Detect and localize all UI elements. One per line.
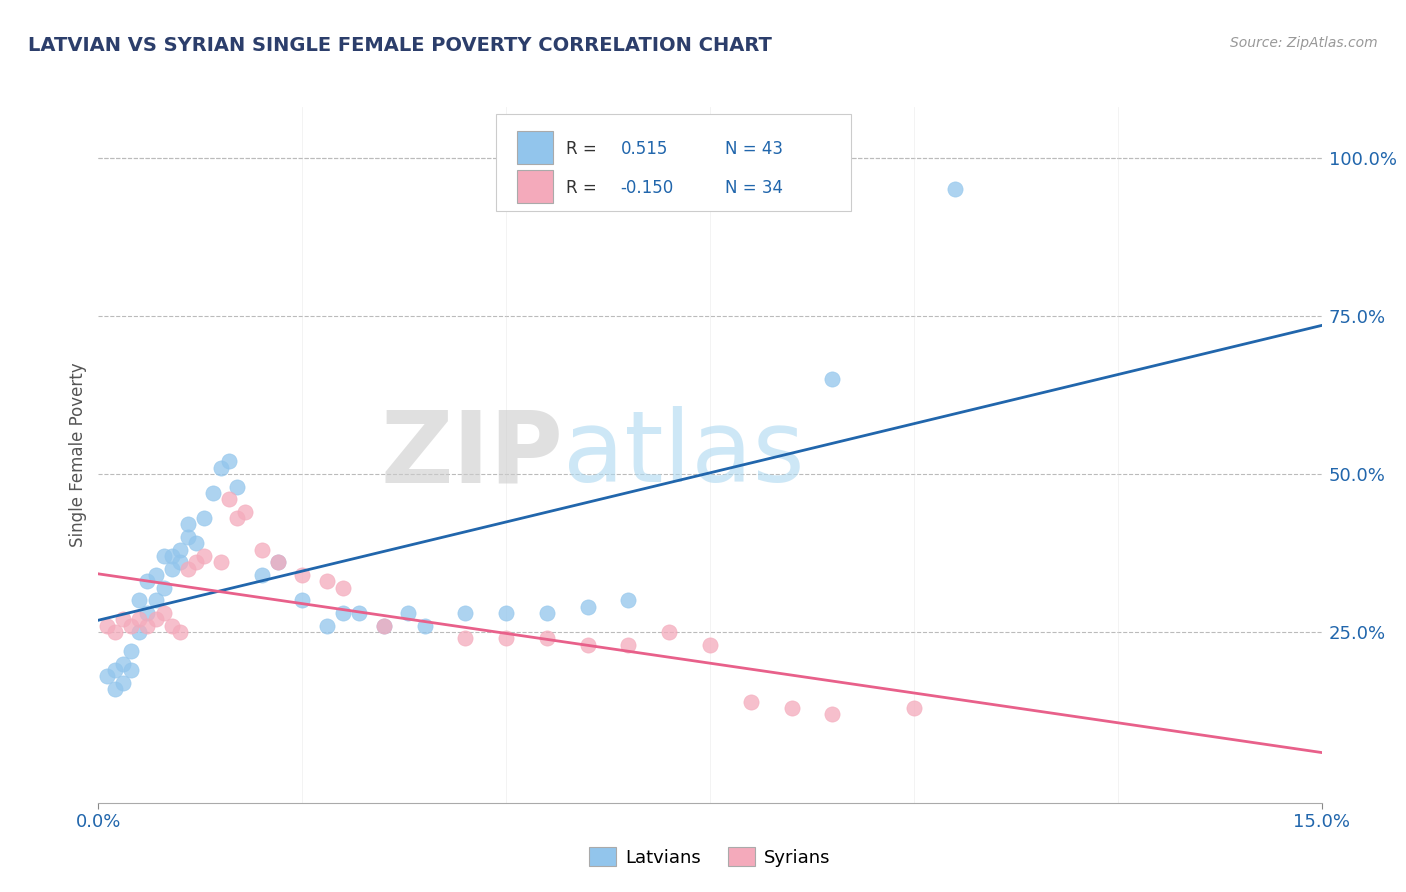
Point bbox=[160, 562, 183, 576]
Point bbox=[267, 556, 290, 570]
Point bbox=[291, 568, 314, 582]
Point bbox=[177, 517, 200, 532]
Point bbox=[128, 625, 150, 640]
Text: LATVIAN VS SYRIAN SINGLE FEMALE POVERTY CORRELATION CHART: LATVIAN VS SYRIAN SINGLE FEMALE POVERTY … bbox=[28, 36, 772, 54]
Point bbox=[576, 599, 599, 614]
Point bbox=[315, 618, 337, 632]
FancyBboxPatch shape bbox=[517, 169, 554, 203]
Point bbox=[576, 638, 599, 652]
Point bbox=[536, 632, 558, 646]
Point bbox=[233, 505, 256, 519]
Point bbox=[332, 606, 354, 620]
Point bbox=[145, 593, 167, 607]
Point bbox=[152, 549, 174, 563]
Point bbox=[186, 556, 208, 570]
Text: N = 34: N = 34 bbox=[724, 179, 783, 197]
Point bbox=[454, 632, 477, 646]
Point bbox=[152, 606, 174, 620]
Point bbox=[373, 618, 395, 632]
Point bbox=[120, 663, 142, 677]
Point bbox=[209, 556, 232, 570]
Point bbox=[699, 638, 721, 652]
Point bbox=[658, 625, 681, 640]
Point bbox=[201, 486, 224, 500]
Point bbox=[120, 618, 142, 632]
Point bbox=[943, 182, 966, 196]
Point bbox=[136, 574, 159, 589]
Point bbox=[218, 454, 240, 468]
Point bbox=[111, 675, 134, 690]
Point bbox=[413, 618, 436, 632]
Text: N = 43: N = 43 bbox=[724, 140, 783, 158]
Point bbox=[104, 625, 127, 640]
Text: ZIP: ZIP bbox=[381, 407, 564, 503]
Point bbox=[250, 568, 273, 582]
Point bbox=[96, 618, 118, 632]
Point bbox=[821, 707, 844, 722]
Point bbox=[145, 612, 167, 626]
Point bbox=[145, 568, 167, 582]
Point bbox=[104, 663, 127, 677]
Point bbox=[160, 549, 183, 563]
Point bbox=[226, 479, 249, 493]
Text: Source: ZipAtlas.com: Source: ZipAtlas.com bbox=[1230, 36, 1378, 50]
Point bbox=[96, 669, 118, 683]
Point bbox=[903, 701, 925, 715]
Point bbox=[373, 618, 395, 632]
Point bbox=[617, 638, 640, 652]
Point bbox=[186, 536, 208, 550]
FancyBboxPatch shape bbox=[517, 131, 554, 164]
Point bbox=[177, 530, 200, 544]
Point bbox=[111, 612, 134, 626]
Point bbox=[332, 581, 354, 595]
Point bbox=[111, 657, 134, 671]
Point bbox=[740, 695, 762, 709]
Point bbox=[128, 593, 150, 607]
Point bbox=[169, 556, 191, 570]
Point bbox=[169, 625, 191, 640]
Point bbox=[160, 618, 183, 632]
Point bbox=[349, 606, 371, 620]
Point bbox=[454, 606, 477, 620]
Point bbox=[136, 606, 159, 620]
Y-axis label: Single Female Poverty: Single Female Poverty bbox=[69, 363, 87, 547]
Point bbox=[495, 606, 517, 620]
Text: -0.150: -0.150 bbox=[620, 179, 673, 197]
Point bbox=[291, 593, 314, 607]
Point bbox=[267, 556, 290, 570]
Point bbox=[250, 542, 273, 557]
Point bbox=[617, 593, 640, 607]
Point bbox=[169, 542, 191, 557]
Point bbox=[218, 492, 240, 507]
Point bbox=[193, 549, 215, 563]
Point bbox=[315, 574, 337, 589]
Legend: Latvians, Syrians: Latvians, Syrians bbox=[582, 840, 838, 874]
Point bbox=[136, 618, 159, 632]
Point bbox=[226, 511, 249, 525]
Text: atlas: atlas bbox=[564, 407, 804, 503]
Point bbox=[780, 701, 803, 715]
Point bbox=[120, 644, 142, 658]
Point bbox=[193, 511, 215, 525]
Point bbox=[104, 681, 127, 696]
Text: R =: R = bbox=[565, 179, 602, 197]
Point bbox=[821, 372, 844, 386]
Point bbox=[495, 632, 517, 646]
Point bbox=[536, 606, 558, 620]
Text: R =: R = bbox=[565, 140, 602, 158]
Point bbox=[152, 581, 174, 595]
Text: 0.515: 0.515 bbox=[620, 140, 668, 158]
Point bbox=[177, 562, 200, 576]
Point bbox=[209, 460, 232, 475]
Point bbox=[396, 606, 419, 620]
Point bbox=[128, 612, 150, 626]
FancyBboxPatch shape bbox=[496, 114, 851, 211]
